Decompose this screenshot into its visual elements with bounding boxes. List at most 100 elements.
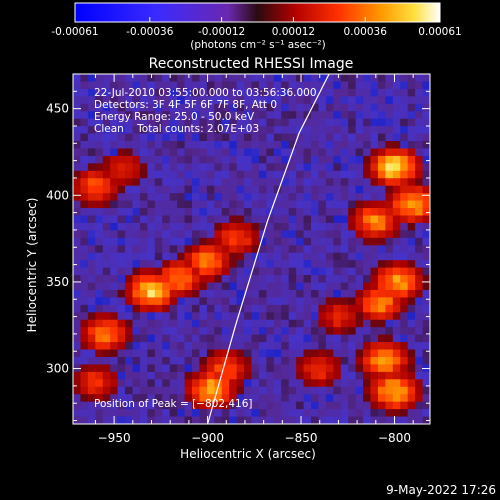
heatmap-cell: [206, 342, 215, 350]
heatmap-cell: [258, 245, 267, 254]
heatmap-cell: [192, 401, 200, 410]
heatmap-cell: [229, 200, 238, 209]
heatmap-cell: [370, 193, 379, 201]
heatmap-cell: [318, 379, 327, 388]
heatmap-cell: [221, 371, 230, 380]
heatmap-cell: [318, 193, 327, 201]
heatmap-cell: [147, 297, 156, 306]
heatmap-cell: [117, 409, 126, 417]
heatmap-cell: [73, 401, 81, 410]
heatmap-cell: [348, 409, 357, 417]
heatmap-cell: [340, 148, 349, 157]
heatmap-cell: [95, 342, 104, 350]
heatmap-cell: [325, 215, 334, 224]
heatmap-cell: [258, 103, 267, 112]
heatmap-cell: [296, 275, 304, 283]
heatmap-cell: [125, 379, 133, 388]
heatmap-cell: [422, 148, 430, 157]
heatmap-cell: [251, 81, 260, 90]
heatmap-cell: [125, 111, 133, 120]
heatmap-cell: [162, 275, 171, 283]
heatmap-cell: [281, 103, 290, 112]
heatmap-cell: [266, 178, 275, 187]
heatmap-cell: [273, 371, 282, 380]
heatmap-cell: [80, 379, 89, 388]
heatmap-cell: [251, 342, 260, 350]
heatmap-cell: [348, 133, 357, 142]
heatmap-cell: [296, 371, 304, 380]
heatmap-cell: [221, 245, 230, 254]
heatmap-cell: [415, 409, 423, 417]
heatmap-cell: [125, 170, 133, 179]
heatmap-cell: [407, 394, 416, 403]
heatmap-cell: [221, 267, 230, 276]
heatmap-cell: [102, 230, 111, 239]
heatmap-cell: [311, 133, 319, 142]
heatmap-cell: [125, 394, 133, 403]
heatmap-cell: [102, 409, 111, 417]
heatmap-cell: [333, 81, 342, 90]
heatmap-cell: [377, 416, 386, 424]
heatmap-cell: [288, 74, 297, 82]
heatmap-cell: [340, 364, 349, 373]
heatmap-cell: [221, 379, 230, 388]
heatmap-cell: [132, 327, 141, 336]
heatmap-cell: [192, 342, 200, 350]
heatmap-cell: [385, 74, 394, 82]
heatmap-cell: [311, 208, 319, 216]
heatmap-cell: [340, 416, 349, 424]
heatmap-cell: [236, 133, 245, 142]
heatmap-cell: [288, 178, 297, 187]
heatmap-cell: [348, 178, 357, 187]
heatmap-cell: [154, 334, 163, 343]
heatmap-cell: [117, 148, 126, 157]
heatmap-cell: [169, 237, 178, 246]
heatmap-cell: [296, 96, 304, 105]
heatmap-cell: [340, 252, 349, 261]
y-axis-label: Heliocentric Y (arcsec): [25, 198, 39, 333]
heatmap-cell: [110, 349, 119, 358]
heatmap-cell: [385, 170, 394, 179]
heatmap-cell: [318, 297, 327, 306]
heatmap-cell: [139, 81, 148, 90]
heatmap-cell: [236, 327, 245, 336]
heatmap-cell: [184, 386, 193, 395]
heatmap-cell: [184, 312, 193, 321]
heatmap-cell: [125, 133, 133, 142]
heatmap-cell: [392, 208, 401, 216]
heatmap-cell: [318, 312, 327, 321]
heatmap-cell: [214, 96, 223, 105]
heatmap-cell: [422, 237, 430, 246]
heatmap-cell: [244, 379, 252, 388]
heatmap-cell: [147, 96, 156, 105]
heatmap-cell: [258, 394, 267, 403]
heatmap-cell: [363, 267, 371, 276]
heatmap-cell: [229, 81, 238, 90]
heatmap-cell: [125, 126, 133, 134]
heatmap-cell: [288, 342, 297, 350]
heatmap-cell: [169, 371, 178, 380]
heatmap-cell: [422, 386, 430, 395]
heatmap-cell: [132, 297, 141, 306]
heatmap-cell: [80, 327, 89, 336]
heatmap-cell: [80, 260, 89, 269]
heatmap-cell: [377, 230, 386, 239]
heatmap-cell: [221, 126, 230, 134]
heatmap-cell: [102, 178, 111, 187]
heatmap-cell: [184, 334, 193, 343]
heatmap-cell: [296, 252, 304, 261]
heatmap-cell: [251, 275, 260, 283]
heatmap-cell: [95, 289, 104, 298]
heatmap-cell: [348, 379, 357, 388]
heatmap-cell: [251, 267, 260, 276]
heatmap-cell: [125, 163, 133, 172]
heatmap-cell: [258, 81, 267, 90]
heatmap-cell: [288, 208, 297, 216]
heatmap-cell: [80, 245, 89, 254]
heatmap-cell: [125, 81, 133, 90]
heatmap-cell: [340, 334, 349, 343]
heatmap-cell: [325, 312, 334, 321]
heatmap-cell: [258, 96, 267, 105]
heatmap-cell: [385, 267, 394, 276]
heatmap-cell: [251, 230, 260, 239]
